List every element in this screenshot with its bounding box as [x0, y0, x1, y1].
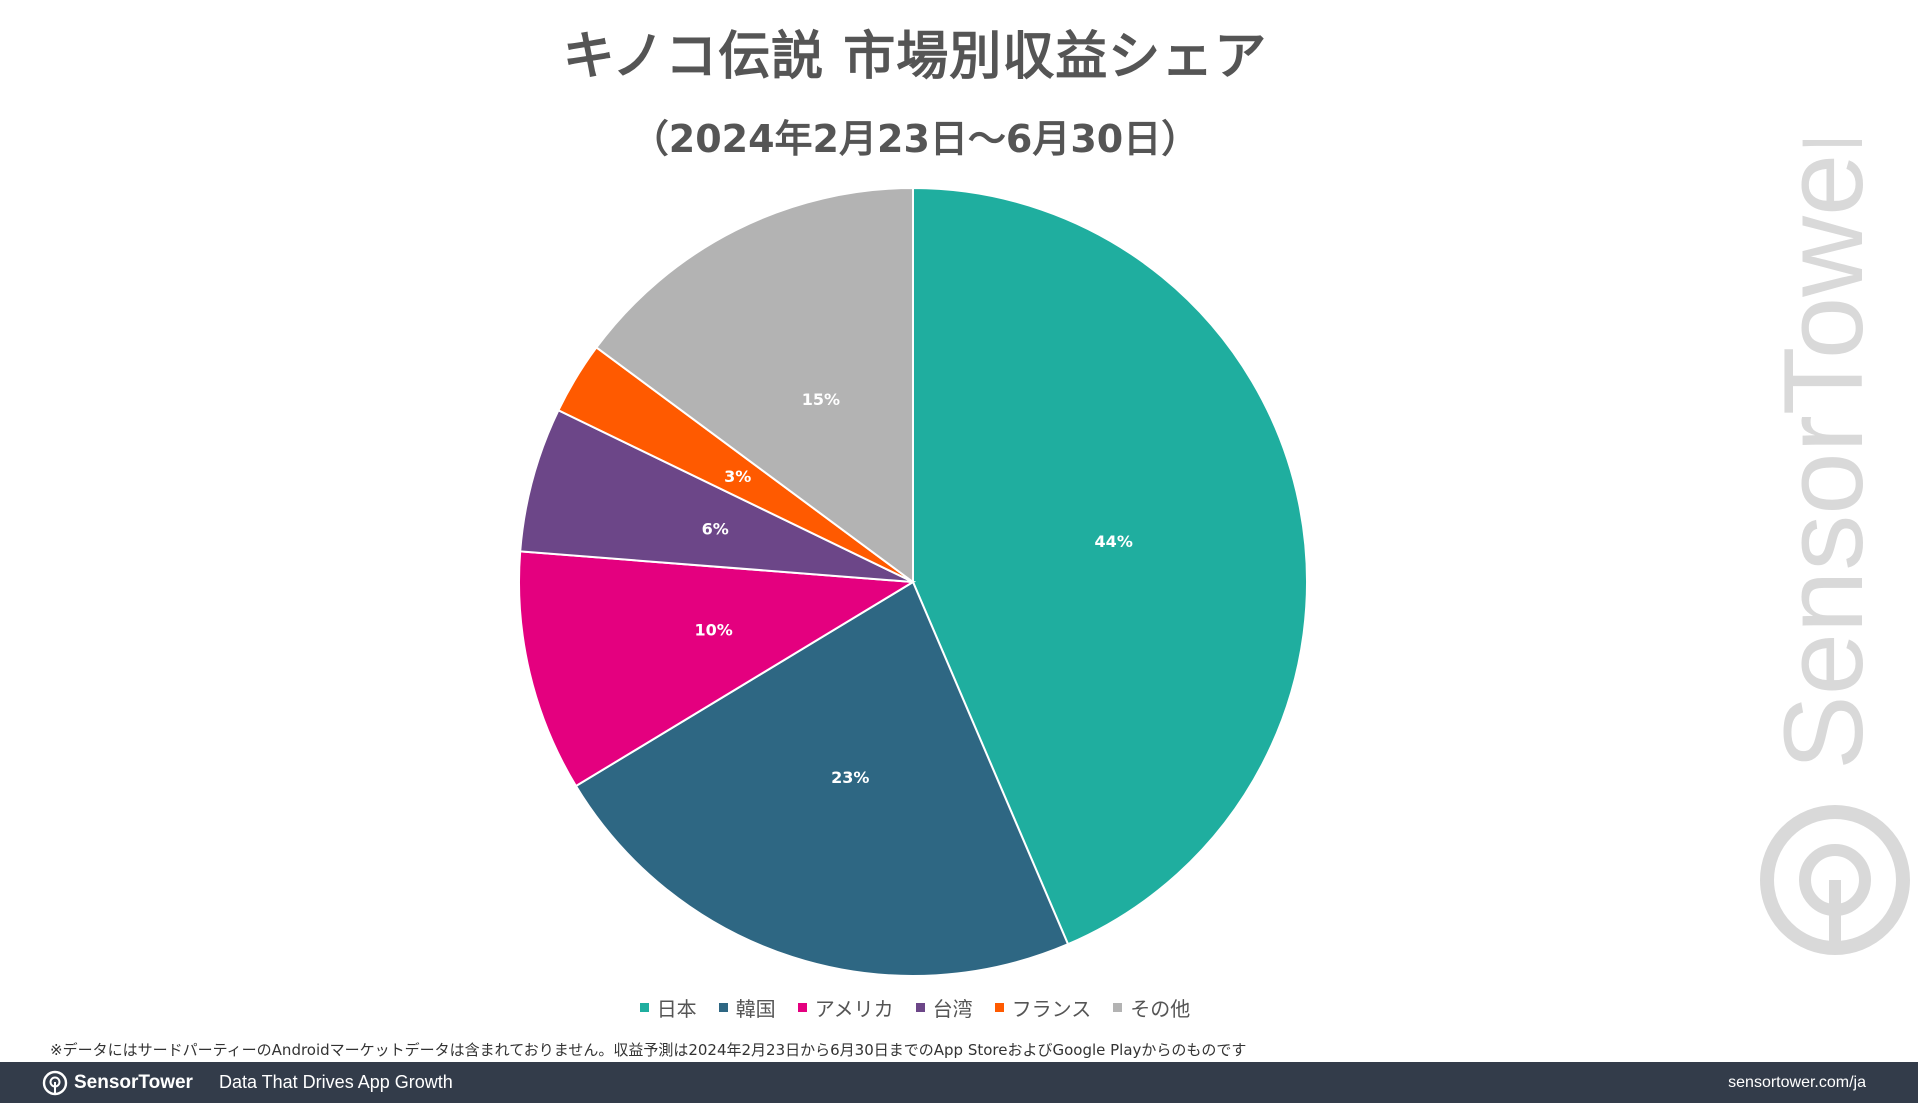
footer-tagline: Data That Drives App Growth	[218, 1072, 453, 1092]
slice-label-1: 23%	[831, 768, 869, 787]
watermark-text: SensorTower	[1761, 140, 1886, 770]
legend-swatch-5	[1113, 1003, 1123, 1012]
chart-subtitle: （2024年2月23日～6月30日）	[630, 117, 1200, 161]
legend-item-4: フランス	[994, 993, 1092, 1022]
pie-slice-5	[595, 186, 914, 584]
legend-swatch-4	[994, 1003, 1004, 1012]
slice-label-5: 15%	[802, 390, 840, 409]
legend-item-2: アメリカ	[797, 993, 894, 1022]
sensortower-watermark-logo-icon	[1760, 805, 1910, 955]
footer-bar: SensorTower Data That Drives App Growth …	[0, 1062, 1918, 1103]
legend-label-0: 日本	[656, 997, 697, 1021]
footnote: ※データにはサードパーティーのAndroidマーケットデータは含まれておりません…	[50, 1041, 1247, 1059]
legend-swatch-0	[639, 1003, 649, 1012]
legend-swatch-3	[915, 1003, 925, 1012]
legend-label-1: 韓国	[735, 997, 776, 1021]
chart-title: キノコ伝説 市場別収益シェア	[562, 27, 1268, 87]
legend-item-1: 韓国	[718, 993, 776, 1022]
legend-item-3: 台湾	[915, 993, 973, 1022]
legend-item-5: その他	[1113, 993, 1190, 1022]
chart-legend: 日本 韓国 アメリカ 台湾 フランス その他	[0, 993, 1830, 1022]
slice-label-3: 6%	[702, 519, 729, 538]
pie-slice-0	[912, 186, 1308, 946]
legend-label-4: フランス	[1011, 997, 1092, 1021]
legend-swatch-2	[797, 1003, 807, 1012]
footer-brand: SensorTower	[74, 1071, 193, 1093]
legend-label-5: その他	[1130, 997, 1191, 1021]
legend-item-0: 日本	[639, 993, 697, 1022]
footer-url-link[interactable]: sensortower.com/ja	[1728, 1073, 1866, 1091]
legend-label-2: アメリカ	[814, 997, 894, 1021]
pie-slice-2	[518, 550, 917, 788]
pie-slice-3	[519, 408, 914, 583]
slice-label-2: 10%	[695, 620, 733, 639]
footer-logo: SensorTower	[42, 1070, 193, 1096]
sensortower-logo-icon	[42, 1070, 68, 1095]
legend-label-3: 台湾	[932, 997, 973, 1021]
slice-label-4: 3%	[724, 467, 751, 486]
legend-swatch-1	[718, 1003, 728, 1012]
sensortower-watermark: SensorTower	[1760, 140, 1910, 955]
pie-slice-1	[574, 580, 1070, 977]
slice-label-0: 44%	[1095, 532, 1133, 551]
